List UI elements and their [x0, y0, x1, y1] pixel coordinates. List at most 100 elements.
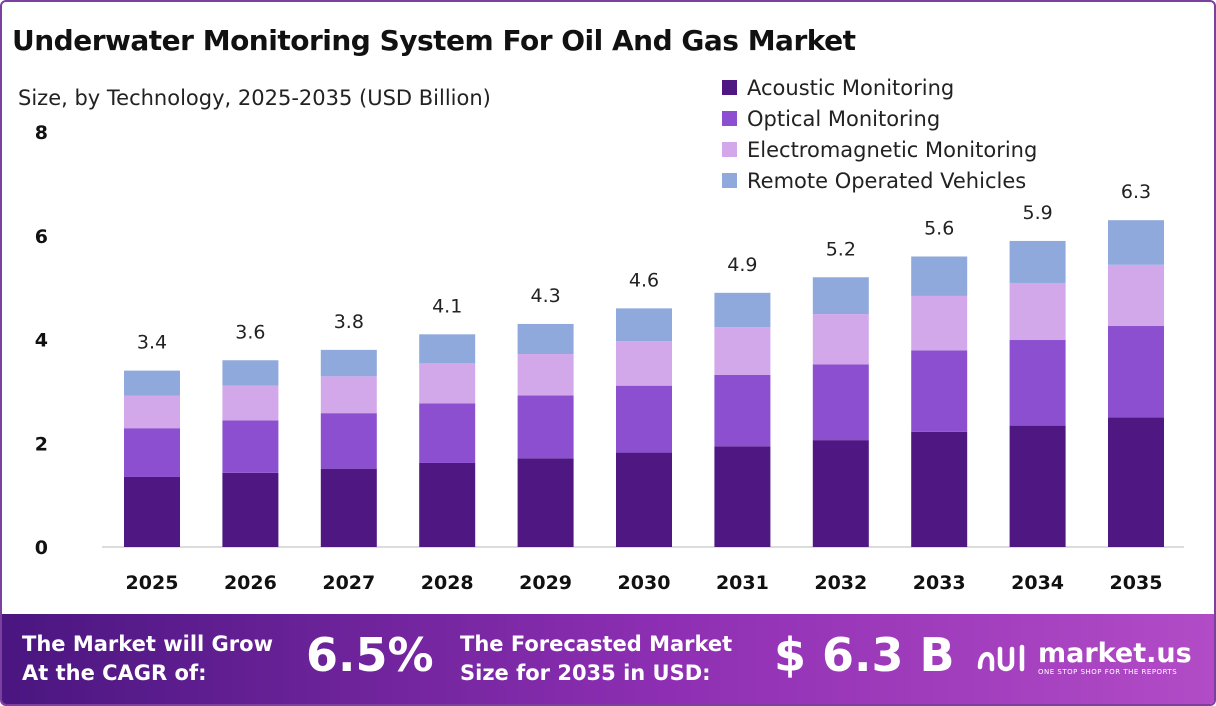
- legend-item-acoustic: Acoustic Monitoring: [722, 72, 1037, 103]
- legend-swatch-optical: [722, 111, 737, 126]
- total-value-label: 3.8: [334, 311, 364, 333]
- y-tick-label: 6: [35, 226, 48, 248]
- y-tick-label: 4: [35, 330, 48, 352]
- legend-item-rov: Remote Operated Vehicles: [722, 165, 1037, 196]
- legend-label-rov: Remote Operated Vehicles: [747, 168, 1027, 193]
- brand-tagline: ONE STOP SHOP FOR THE REPORTS: [1038, 668, 1178, 676]
- bar-segment-electromagnetic: [124, 395, 180, 429]
- bar-segment-acoustic: [320, 468, 377, 547]
- bar-segment-rov: [419, 334, 476, 364]
- x-tick-label: 2033: [913, 572, 966, 594]
- total-value-label: 4.9: [727, 254, 757, 276]
- legend-item-electromagnetic: Electromagnetic Monitoring: [722, 134, 1037, 165]
- bar-segment-optical: [812, 364, 869, 441]
- cagr-label-line2: At the CAGR of:: [22, 661, 207, 685]
- bar-segment-optical: [320, 413, 377, 469]
- bar-segment-electromagnetic: [714, 327, 771, 375]
- total-value-label: 4.1: [432, 295, 462, 317]
- legend-swatch-acoustic: [722, 80, 737, 95]
- y-tick-label: 2: [35, 433, 48, 455]
- bar-segment-acoustic: [911, 431, 968, 547]
- legend-item-optical: Optical Monitoring: [722, 103, 1037, 134]
- chart-subtitle: Size, by Technology, 2025-2035 (USD Bill…: [18, 86, 491, 110]
- market-size-label: The Forecasted Market Size for 2035 in U…: [460, 630, 732, 688]
- total-value-label: 5.9: [1022, 202, 1052, 224]
- market-us-logo-icon: [977, 644, 1025, 672]
- x-tick-label: 2035: [1110, 572, 1163, 594]
- bar-segment-electromagnetic: [616, 341, 672, 386]
- bar-segment-optical: [419, 403, 476, 463]
- brand-logo: market.us ONE STOP SHOP FOR THE REPORTS: [976, 640, 1192, 676]
- bar-segment-acoustic: [812, 440, 869, 547]
- bar-segment-rov: [911, 256, 968, 296]
- bar-segment-optical: [517, 395, 574, 459]
- total-value-label: 4.3: [530, 285, 560, 307]
- bar-segment-rov: [812, 277, 869, 315]
- bar-segment-rov: [1108, 220, 1164, 265]
- market-size-value: $ 6.3 B: [774, 628, 955, 682]
- total-value-label: 4.6: [629, 269, 659, 291]
- legend-swatch-electromagnetic: [722, 142, 737, 157]
- bar-segment-optical: [124, 428, 180, 477]
- x-tick-label: 2030: [618, 572, 671, 594]
- bar-segment-optical: [1009, 340, 1066, 426]
- y-tick-label: 0: [35, 537, 48, 559]
- footer-banner: The Market will Grow At the CAGR of: 6.5…: [2, 614, 1214, 704]
- bar-segment-electromagnetic: [517, 354, 574, 396]
- x-tick-label: 2026: [224, 572, 277, 594]
- bar-segment-acoustic: [517, 458, 574, 547]
- bar-segment-optical: [911, 350, 968, 432]
- legend-label-electromagnetic: Electromagnetic Monitoring: [747, 137, 1038, 162]
- bar-segment-acoustic: [124, 476, 180, 547]
- bar-segment-rov: [517, 323, 574, 355]
- bar-segment-rov: [124, 370, 180, 396]
- market-size-label-line1: The Forecasted Market: [460, 632, 733, 656]
- bar-segment-rov: [1009, 240, 1066, 283]
- bar-segment-rov: [320, 349, 377, 377]
- bar-segment-optical: [222, 420, 279, 473]
- legend-label-acoustic: Acoustic Monitoring: [747, 75, 955, 100]
- x-tick-label: 2034: [1011, 572, 1064, 594]
- cagr-label: The Market will Grow At the CAGR of:: [22, 630, 273, 688]
- bar-segment-electromagnetic: [419, 363, 476, 404]
- brand-name: market.us: [1038, 638, 1192, 669]
- total-value-label: 5.2: [826, 238, 856, 260]
- bar-segment-electromagnetic: [1009, 282, 1066, 341]
- bar-segment-acoustic: [616, 452, 672, 547]
- bar-segment-acoustic: [1009, 425, 1066, 547]
- bar-segment-optical: [714, 374, 771, 447]
- market-size-label-line2: Size for 2035 in USD:: [460, 661, 711, 685]
- bar-chart: 0 2 4 6 8 3.4 2025 3.6 2026 3.8 2027 4.1 2028 4.3 2029…: [35, 122, 1184, 594]
- bar-segment-acoustic: [714, 446, 771, 547]
- cagr-label-line1: The Market will Grow: [22, 632, 273, 656]
- legend-swatch-rov: [722, 173, 737, 188]
- y-tick-label: 8: [35, 122, 48, 144]
- bar-segment-optical: [616, 385, 672, 453]
- total-value-label: 6.3: [1121, 181, 1151, 203]
- x-tick-label: 2025: [126, 572, 179, 594]
- bar-segment-rov: [714, 292, 771, 328]
- bar-segment-acoustic: [222, 472, 279, 547]
- total-value-label: 3.6: [235, 321, 265, 343]
- x-tick-label: 2028: [421, 572, 474, 594]
- bar-segment-electromagnetic: [222, 385, 279, 421]
- x-tick-label: 2032: [814, 572, 867, 594]
- total-value-label: 3.4: [137, 332, 167, 354]
- legend: Acoustic Monitoring Optical Monitoring E…: [722, 72, 1037, 196]
- x-tick-label: 2027: [322, 572, 375, 594]
- cagr-value: 6.5%: [306, 628, 434, 682]
- chart-title: Underwater Monitoring System For Oil And…: [12, 24, 856, 57]
- x-tick-label: 2029: [519, 572, 572, 594]
- bar-segment-rov: [616, 308, 672, 342]
- bar-segment-electromagnetic: [320, 376, 377, 414]
- bar-segment-electromagnetic: [1108, 264, 1164, 327]
- bar-segment-rov: [222, 360, 279, 386]
- bar-segment-electromagnetic: [812, 314, 869, 365]
- bar-segment-electromagnetic: [911, 295, 968, 351]
- legend-label-optical: Optical Monitoring: [747, 106, 941, 131]
- bar-segment-acoustic: [1108, 417, 1164, 547]
- bar-segment-optical: [1108, 326, 1164, 418]
- bar-segment-acoustic: [419, 462, 476, 547]
- x-tick-label: 2031: [716, 572, 769, 594]
